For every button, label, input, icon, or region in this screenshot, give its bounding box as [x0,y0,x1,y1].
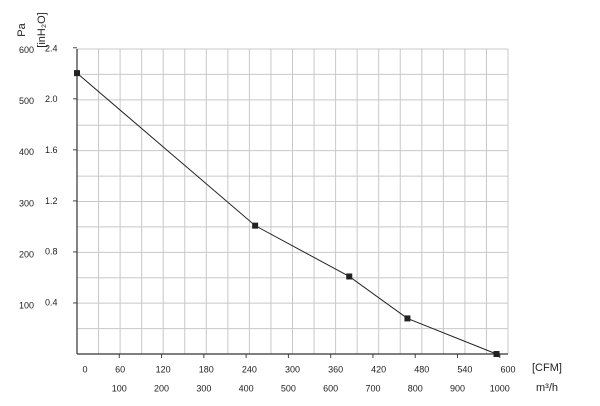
x-tick-label: 600 [500,364,515,374]
marker [74,70,80,77]
y2-tick-label: 1.6 [45,145,58,155]
y-tick-label: 400 [19,147,34,157]
x2-tick-label: 800 [408,383,423,393]
x-axis-label: [CFM] [532,362,562,374]
x2-tick-label: 1000 [490,383,510,393]
x2-tick-label: 100 [112,383,127,393]
x-tick-label: 300 [285,364,300,374]
y2-tick-label: 2.0 [45,94,58,104]
x2-tick-label: 900 [450,383,465,393]
marker [346,273,353,280]
x-tick-label: 360 [328,364,343,374]
line [76,72,497,355]
x2-tick-label: 600 [323,383,338,393]
x-tick-label: 180 [199,364,214,374]
y-tick-label: 600 [19,45,34,55]
x-tick-label: 60 [115,364,125,374]
y-axis-label: Pa [16,22,28,36]
x2-axis-label: m³/h [536,382,558,394]
y-tick-label: 300 [19,198,34,208]
x-tick-label: 480 [414,364,429,374]
marker [252,222,259,229]
marker [493,351,500,357]
y2-tick-label: 1.2 [45,196,58,206]
y-tick-label: 500 [19,96,34,106]
y2-tick-label: 0.8 [45,247,58,257]
x2-tick-label: 300 [196,383,211,393]
x-tick-label: 240 [242,364,257,374]
y2-tick-label: 2.4 [45,43,58,53]
y-tick-label: 100 [19,300,34,310]
x2-tick-label: 700 [365,383,380,393]
x-tick-label: 120 [156,364,171,374]
x2-tick-label: 400 [239,383,254,393]
y2-tick-label: 0.4 [45,298,58,308]
x2-tick-label: 500 [281,383,296,393]
y2-axis-label: [inH₂O] [36,12,48,47]
x-tick-label: 540 [457,364,472,374]
y-tick-label: 200 [19,249,34,259]
x2-tick-label: 200 [154,383,169,393]
marker [404,315,411,322]
x-tick-label: 0 [82,364,87,374]
x-tick-label: 420 [371,364,386,374]
